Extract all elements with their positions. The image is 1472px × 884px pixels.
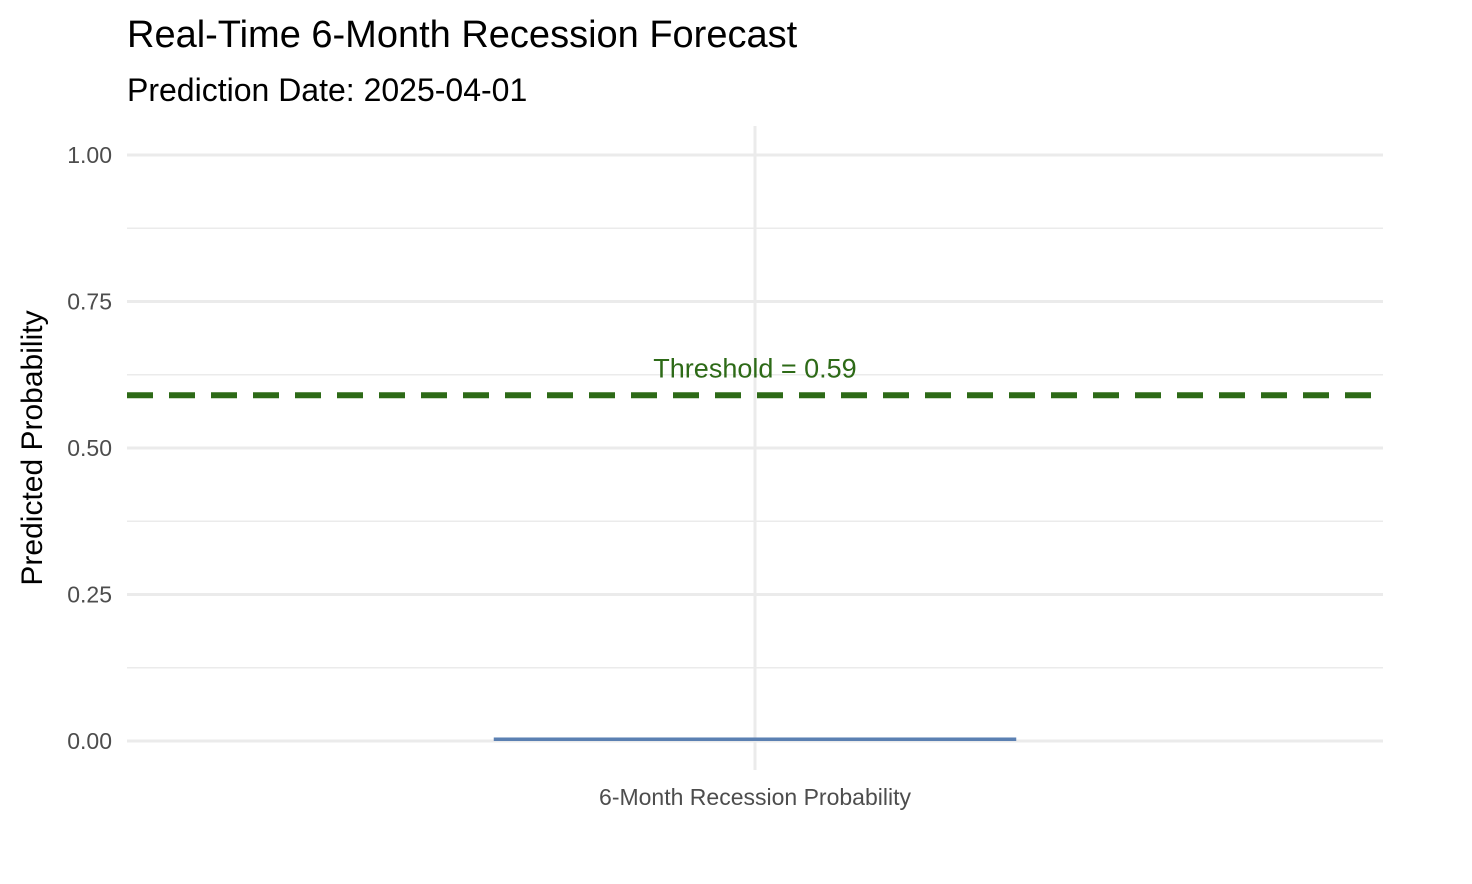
- y-tick-label: 0.50: [67, 435, 112, 461]
- y-tick-label: 1.00: [67, 142, 112, 168]
- threshold-label: Threshold = 0.59: [653, 353, 856, 383]
- y-tick-labels: 0.00 0.25 0.50 0.75 1.00: [67, 142, 112, 754]
- x-tick-labels: 6-Month Recession Probability: [599, 784, 911, 810]
- chart-title: Real-Time 6-Month Recession Forecast: [127, 14, 798, 56]
- chart-subtitle: Prediction Date: 2025-04-01: [127, 72, 528, 108]
- y-tick-label: 0.25: [67, 582, 112, 608]
- bars: [493, 737, 1017, 741]
- y-tick-label: 0.75: [67, 289, 112, 315]
- bar-0: [493, 737, 1017, 741]
- x-tick-label: 6-Month Recession Probability: [599, 784, 911, 810]
- y-axis-title: Predicted Probability: [16, 310, 49, 585]
- y-tick-label: 0.00: [67, 728, 112, 754]
- threshold-group: Threshold = 0.59: [127, 353, 1383, 399]
